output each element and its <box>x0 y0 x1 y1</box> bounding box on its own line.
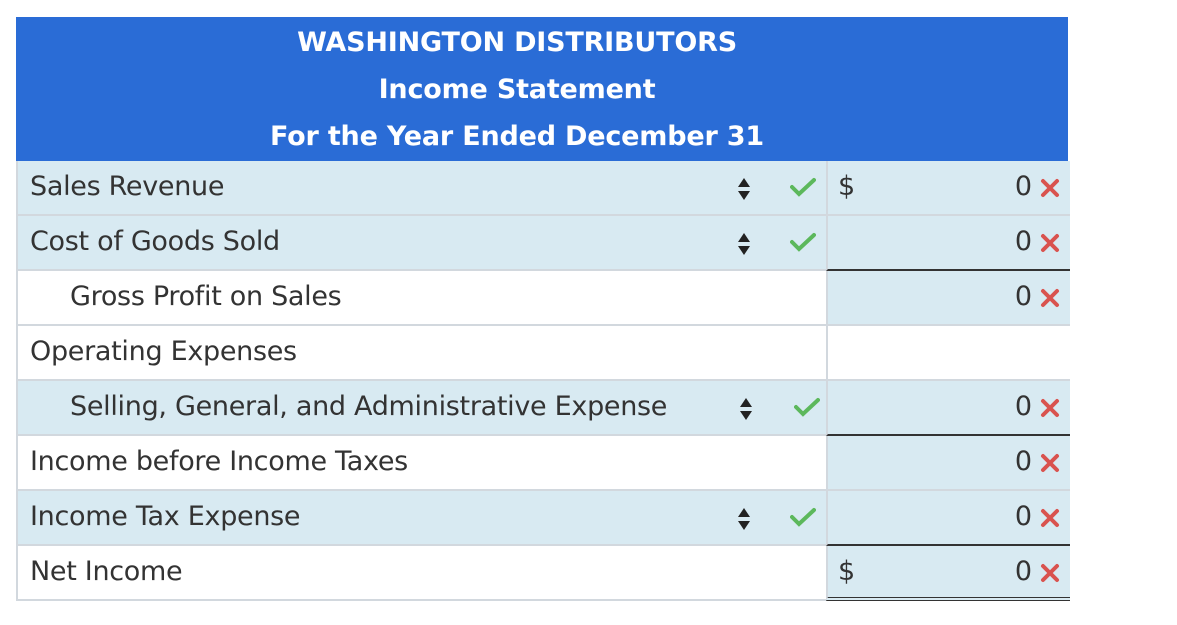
statement-title: Income Statement <box>378 74 656 105</box>
check-icon <box>794 398 820 417</box>
dollar-sign: $ <box>838 171 856 202</box>
income-statement-table: WASHINGTON DISTRIBUTORS Income Statement… <box>16 17 1070 601</box>
row-label: Operating Expenses <box>30 336 297 367</box>
company-name: WASHINGTON DISTRIBUTORS <box>297 27 737 58</box>
row-label: Income before Income Taxes <box>30 446 408 477</box>
row-label: Gross Profit on Sales <box>70 281 342 312</box>
x-icon <box>1041 509 1059 527</box>
row-label: Income Tax Expense <box>30 501 301 532</box>
x-icon <box>1041 289 1059 307</box>
table-row: Selling, General, and Administrative Exp… <box>16 381 1070 436</box>
amount-input[interactable]: $ 0 <box>826 161 1070 216</box>
table-row: Sales Revenue $ 0 <box>16 161 1070 216</box>
statement-header: WASHINGTON DISTRIBUTORS Income Statement… <box>16 17 1068 161</box>
account-select[interactable]: Income Tax Expense <box>16 491 826 546</box>
account-select[interactable]: Cost of Goods Sold <box>16 216 826 271</box>
table-row: Operating Expenses <box>16 326 1070 381</box>
amount-value: 0 <box>1014 281 1032 312</box>
check-icon <box>790 233 816 252</box>
amount-input[interactable]: $ 0 <box>826 546 1070 601</box>
table-row: Cost of Goods Sold 0 <box>16 216 1070 271</box>
amount-input[interactable]: 0 <box>826 216 1070 271</box>
amount-input[interactable]: 0 <box>826 381 1070 436</box>
account-select[interactable]: Sales Revenue <box>16 161 826 216</box>
row-label: Sales Revenue <box>30 171 225 202</box>
x-icon <box>1041 564 1059 582</box>
table-row: Gross Profit on Sales 0 <box>16 271 1070 326</box>
amount-value: 0 <box>1014 171 1032 202</box>
row-label-cell: Net Income <box>16 546 826 601</box>
updown-arrows-icon <box>738 233 750 255</box>
updown-arrows-icon <box>738 508 750 530</box>
statement-period: For the Year Ended December 31 <box>270 121 764 152</box>
table-row: Net Income $ 0 <box>16 546 1070 601</box>
amount-value: 0 <box>1014 556 1032 587</box>
updown-arrows-icon <box>738 178 750 200</box>
row-label-cell: Operating Expenses <box>16 326 826 381</box>
check-icon <box>790 508 816 527</box>
amount-input[interactable]: 0 <box>826 436 1070 491</box>
amount-input[interactable]: 0 <box>826 491 1070 546</box>
amount-value: 0 <box>1014 446 1032 477</box>
row-label: Net Income <box>30 556 183 587</box>
row-label-cell: Income before Income Taxes <box>16 436 826 491</box>
amount-value: 0 <box>1014 226 1032 257</box>
updown-arrows-icon <box>740 398 752 420</box>
row-label-cell: Gross Profit on Sales <box>16 271 826 326</box>
table-row: Income before Income Taxes 0 <box>16 436 1070 491</box>
x-icon <box>1041 234 1059 252</box>
amount-input[interactable]: 0 <box>826 271 1070 326</box>
row-label: Selling, General, and Administrative Exp… <box>70 391 668 422</box>
x-icon <box>1041 454 1059 472</box>
table-row: Income Tax Expense 0 <box>16 491 1070 546</box>
account-select[interactable]: Selling, General, and Administrative Exp… <box>16 381 826 436</box>
amount-value: 0 <box>1014 391 1032 422</box>
empty-value-cell <box>826 326 1070 381</box>
amount-value: 0 <box>1014 501 1032 532</box>
check-icon <box>790 178 816 197</box>
x-icon <box>1041 179 1059 197</box>
x-icon <box>1041 399 1059 417</box>
row-label: Cost of Goods Sold <box>30 226 280 257</box>
dollar-sign: $ <box>838 556 856 587</box>
